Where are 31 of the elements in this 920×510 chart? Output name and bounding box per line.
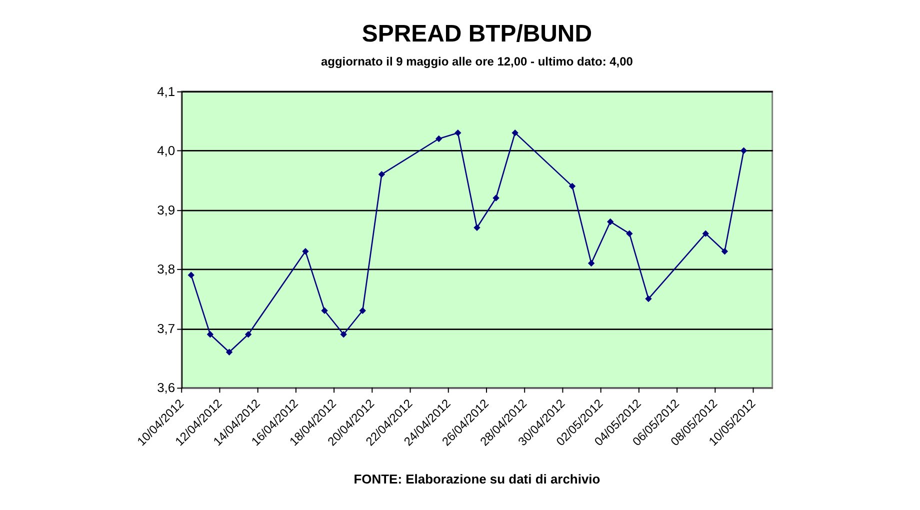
point xyxy=(359,307,366,314)
point xyxy=(626,230,633,237)
y-tick-label: 3,7 xyxy=(157,320,176,336)
point xyxy=(244,331,252,338)
source-note: FONTE: Elaborazione su dati di archivio xyxy=(354,471,600,486)
point xyxy=(454,129,462,136)
point xyxy=(378,170,386,178)
point xyxy=(302,248,309,255)
point xyxy=(740,147,748,154)
point xyxy=(188,272,194,278)
point xyxy=(474,224,480,232)
point xyxy=(321,307,328,314)
point xyxy=(588,260,595,267)
y-tick-label: 4,1 xyxy=(157,84,176,99)
y-tick-label: 3,6 xyxy=(157,380,176,396)
point xyxy=(206,331,214,338)
y-tick-label: 3,8 xyxy=(157,262,176,277)
point xyxy=(721,248,728,255)
point xyxy=(512,129,518,136)
chart-subtitle: aggiornato il 9 maggio alle ore 12,00 - ultimo dato: 4,00 xyxy=(320,54,634,68)
y-tick-label: 3,9 xyxy=(157,202,176,218)
point xyxy=(702,230,709,237)
y-tick-label: 4,0 xyxy=(157,143,176,158)
point xyxy=(340,331,347,338)
point xyxy=(226,348,233,356)
point xyxy=(436,135,442,142)
chart-title: SPREAD BTP/BUND xyxy=(362,20,592,48)
point xyxy=(607,218,614,226)
point xyxy=(568,182,576,190)
point xyxy=(492,194,500,202)
point xyxy=(645,295,652,302)
